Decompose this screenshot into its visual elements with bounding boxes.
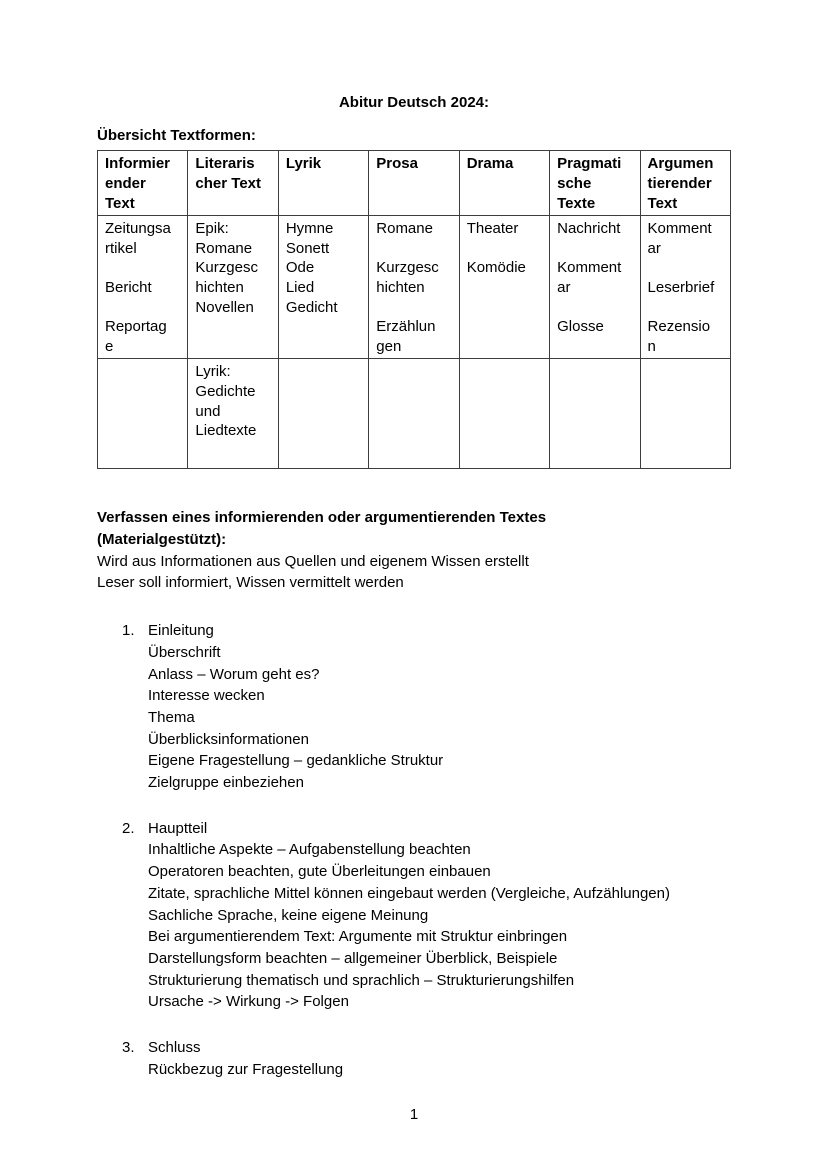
header-cell: Literaris cher Text: [187, 150, 279, 217]
table-cell: Nachricht Komment ar Glosse: [549, 215, 641, 360]
table-cell: Theater Komödie: [458, 215, 551, 360]
header-cell: Lyrik: [277, 150, 370, 217]
essay-section-heading: Verfassen eines informierenden oder argu…: [97, 509, 547, 549]
header-cell: Prosa: [368, 150, 460, 217]
table-cell: [549, 358, 641, 470]
table-row: Zeitungsa rtikel Bericht Reportag e Epik:…: [96, 215, 732, 360]
list-item-number: 2.: [122, 819, 135, 837]
header-cell: Informier ender Text: [96, 150, 189, 217]
table-header-row: Informier ender Text Literaris cher Text L…: [96, 150, 732, 217]
list-item-number: 3.: [122, 1039, 135, 1057]
table-cell: [368, 358, 460, 470]
table-cell: [639, 358, 732, 470]
table-row: Lyrik: Gedichte und Liedtexte: [96, 358, 732, 470]
page-number: 1: [409, 1105, 419, 1123]
table-cell: Lyrik: Gedichte und Liedtexte: [187, 358, 279, 470]
table-heading: Übersicht Textformen:: [97, 126, 256, 144]
table-cell: Zeitungsa rtikel Bericht Reportag e: [96, 215, 189, 360]
essay-section-intro: Wird aus Informationen aus Quellen und e…: [97, 552, 529, 592]
textforms-table-head: Informier ender Text Literaris cher Text L…: [96, 150, 732, 217]
numbered-list-item: 1. Einleitung Überschrift Anlass – Worum …: [122, 620, 731, 794]
table-cell: Hymne Sonett Ode Lied Gedicht: [277, 215, 370, 360]
list-item-number: 1.: [122, 622, 135, 640]
list-item-lines: Schluss Rückbezug zur Fragestellung: [148, 1039, 344, 1078]
table-cell: Epik: Romane Kurzgesc hichten Novellen: [187, 215, 279, 360]
table-cell: Romane Kurzgesc hichten Erzählun gen: [368, 215, 460, 360]
numbered-lists: 1. Einleitung Überschrift Anlass – Worum …: [97, 620, 731, 1080]
table-cell: [277, 358, 370, 470]
header-cell: Argumen tierender Text: [639, 150, 732, 217]
table-cell: Komment ar Leserbrief Rezensio n: [639, 215, 732, 360]
textforms-table-body: Zeitungsa rtikel Bericht Reportag e Epik:…: [96, 215, 732, 470]
table-cell: [96, 358, 189, 470]
table-cell: [458, 358, 551, 470]
list-item-lines: Einleitung Überschrift Anlass – Worum ge…: [148, 622, 444, 792]
numbered-list-item: 3. Schluss Rückbezug zur Fragestellung: [122, 1037, 731, 1080]
document-title: Abitur Deutsch 2024:: [338, 94, 490, 111]
numbered-list-item: 2. Hauptteil Inhaltliche Aspekte – Aufgab…: [122, 818, 731, 1013]
header-cell: Pragmati sche Texte: [549, 150, 641, 217]
header-cell: Drama: [458, 150, 551, 217]
textforms-table: Informier ender Text Literaris cher Text L…: [96, 150, 732, 470]
list-item-lines: Hauptteil Inhaltliche Aspekte – Aufgaben…: [148, 819, 670, 1011]
